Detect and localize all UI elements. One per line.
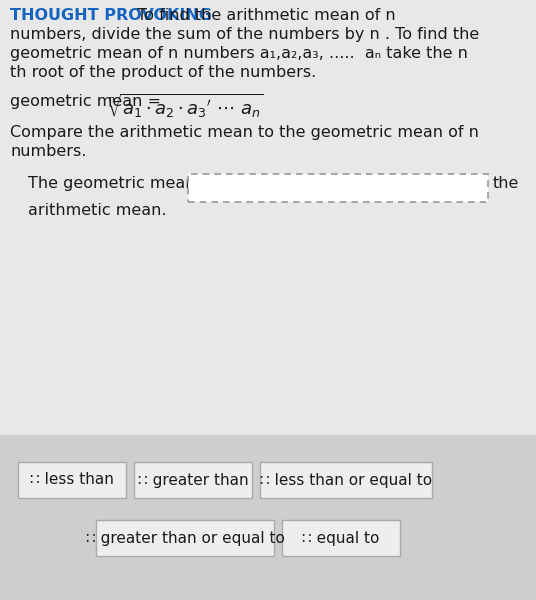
Text: THOUGHT PROVOKING: THOUGHT PROVOKING bbox=[10, 8, 212, 23]
Text: ∷ less than: ∷ less than bbox=[30, 473, 114, 487]
FancyBboxPatch shape bbox=[96, 520, 274, 556]
Text: ∷ equal to: ∷ equal to bbox=[302, 530, 379, 545]
Bar bbox=[0, 435, 536, 600]
FancyBboxPatch shape bbox=[188, 174, 488, 202]
Text: th root of the product of the numbers.: th root of the product of the numbers. bbox=[10, 65, 316, 80]
FancyBboxPatch shape bbox=[134, 462, 252, 498]
FancyBboxPatch shape bbox=[260, 462, 432, 498]
FancyBboxPatch shape bbox=[18, 462, 126, 498]
Text: arithmetic mean.: arithmetic mean. bbox=[28, 203, 167, 218]
FancyBboxPatch shape bbox=[282, 520, 400, 556]
Text: Compare the arithmetic mean to the geometric mean of n: Compare the arithmetic mean to the geome… bbox=[10, 125, 479, 140]
Text: ∷ less than or equal to: ∷ less than or equal to bbox=[260, 473, 432, 487]
Text: ∷ greater than: ∷ greater than bbox=[138, 473, 248, 487]
Text: numbers.: numbers. bbox=[10, 144, 86, 159]
Text: ∷ greater than or equal to: ∷ greater than or equal to bbox=[86, 530, 285, 545]
Text: the: the bbox=[493, 176, 519, 191]
Text: geometric mean =: geometric mean = bbox=[10, 94, 166, 109]
Text: The geometric mean is always: The geometric mean is always bbox=[28, 176, 273, 191]
Text: $\sqrt[n]{a_1 \cdot a_2 \cdot a_3{}'\ \cdots\ a_n}$: $\sqrt[n]{a_1 \cdot a_2 \cdot a_3{}'\ \c… bbox=[108, 92, 264, 120]
Text: To find the arithmetic mean of n: To find the arithmetic mean of n bbox=[132, 8, 396, 23]
Text: numbers, divide the sum of the numbers by n . To find the: numbers, divide the sum of the numbers b… bbox=[10, 27, 479, 42]
Text: geometric mean of n numbers a₁,a₂,a₃, .....  aₙ take the n: geometric mean of n numbers a₁,a₂,a₃, ..… bbox=[10, 46, 468, 61]
